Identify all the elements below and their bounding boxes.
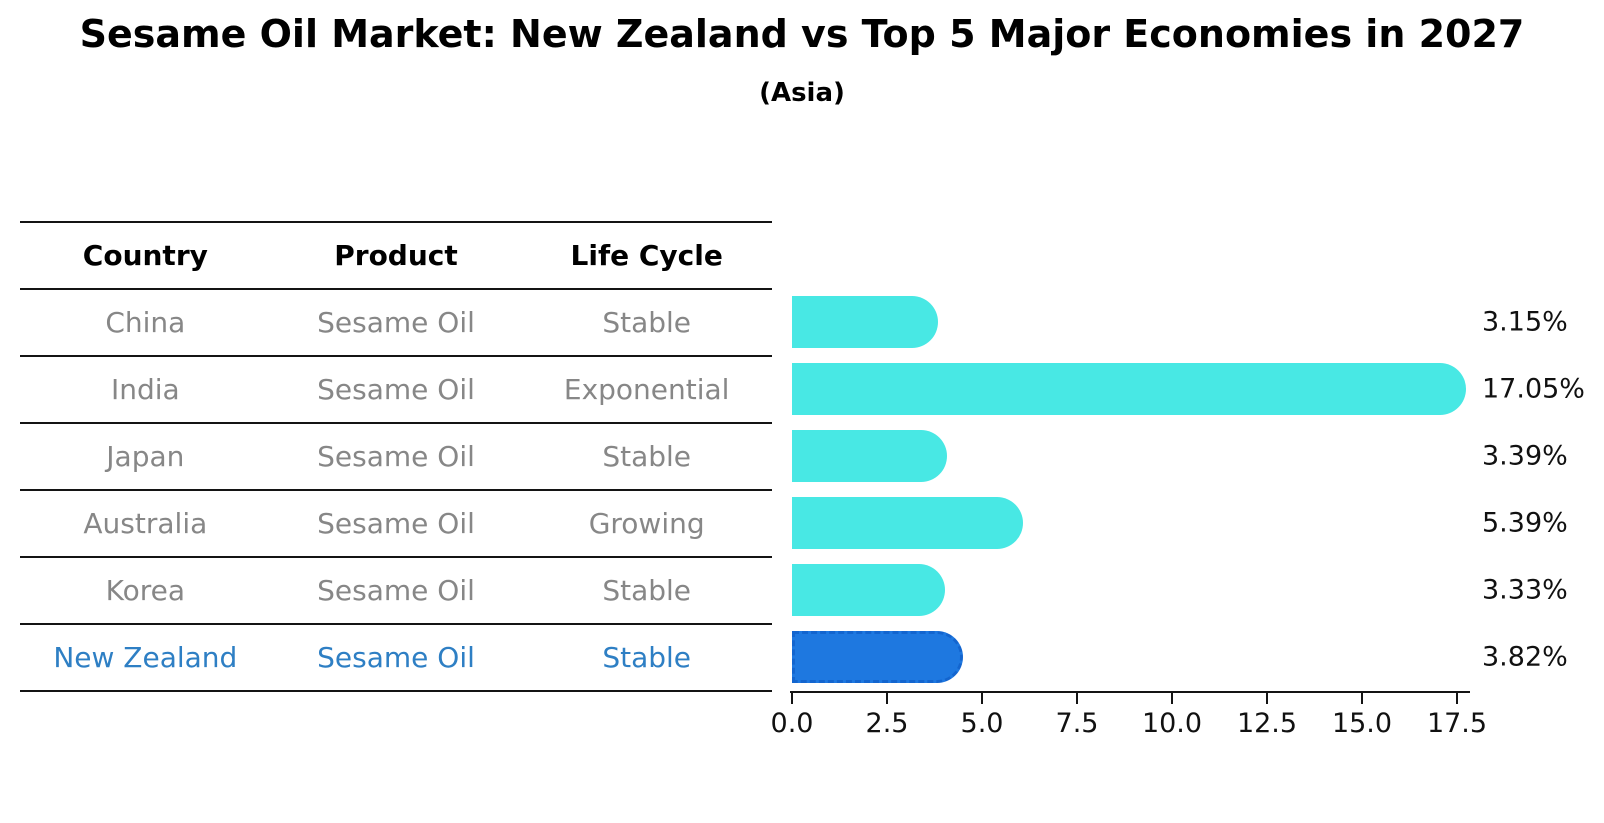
table-header-row: Country Product Life Cycle [20, 223, 772, 290]
x-axis-tick-label: 10.0 [1141, 708, 1203, 739]
bar-india [792, 362, 1466, 415]
x-axis-tick-label: 0.0 [770, 708, 814, 739]
cell-country: Australia [83, 507, 208, 540]
cell-product: Sesame Oil [317, 574, 475, 607]
x-axis-tick-label: 12.5 [1236, 708, 1298, 739]
cell-product: Sesame Oil [317, 440, 475, 473]
table-row: China Sesame Oil Stable [20, 290, 772, 357]
bar-korea [792, 563, 945, 616]
bar-japan [792, 429, 947, 482]
table-row: Korea Sesame Oil Stable [20, 558, 772, 625]
table-row: New Zealand Sesame Oil Stable [20, 625, 772, 692]
bar-value-label: 5.39% [1482, 507, 1568, 538]
chart-subtitle: (Asia) [759, 78, 845, 108]
x-axis-tick [1456, 693, 1458, 704]
cell-country: Japan [106, 440, 185, 473]
bar-value-label: 3.33% [1482, 574, 1568, 605]
x-axis-tick [1076, 693, 1078, 704]
x-axis-tick-label: 7.5 [1055, 708, 1099, 739]
bar-highlight-new-zealand [792, 630, 964, 683]
bar-value-label: 3.39% [1482, 440, 1568, 471]
cell-life-cycle: Stable [602, 440, 692, 473]
x-axis-tick [1361, 693, 1363, 704]
x-axis-tick-label: 2.5 [865, 708, 909, 739]
cell-life-cycle: Exponential [563, 373, 730, 406]
x-axis-line [790, 691, 1470, 693]
column-header-country: Country [82, 239, 208, 272]
x-axis-tick-label: 15.0 [1331, 708, 1393, 739]
bar-australia [792, 496, 1023, 549]
table-row: India Sesame Oil Exponential [20, 357, 772, 424]
cell-country: India [110, 373, 180, 406]
bar-value-label: 17.05% [1482, 373, 1585, 404]
table-row: Japan Sesame Oil Stable [20, 424, 772, 491]
x-axis-tick [981, 693, 983, 704]
column-header-product: Product [334, 239, 458, 272]
cell-life-cycle: Growing [588, 507, 705, 540]
x-axis-tick-label: 17.5 [1426, 708, 1488, 739]
cell-country: Korea [105, 574, 186, 607]
cell-life-cycle: Stable [602, 574, 692, 607]
cell-product: Sesame Oil [317, 641, 475, 674]
table-row: Australia Sesame Oil Growing [20, 491, 772, 558]
x-axis-tick [1171, 693, 1173, 704]
bar-value-label: 3.15% [1482, 306, 1568, 337]
bar-china [792, 295, 938, 348]
cell-life-cycle: Stable [602, 641, 692, 674]
cell-product: Sesame Oil [317, 507, 475, 540]
x-axis-tick [791, 693, 793, 704]
x-axis-tick-label: 5.0 [960, 708, 1004, 739]
cell-product: Sesame Oil [317, 306, 475, 339]
cell-life-cycle: Stable [602, 306, 692, 339]
bar-value-label: 3.82% [1482, 641, 1568, 672]
chart-title: Sesame Oil Market: New Zealand vs Top 5 … [79, 12, 1525, 56]
cell-country: New Zealand [53, 641, 238, 674]
country-table: Country Product Life Cycle China Sesame … [20, 221, 772, 692]
cell-product: Sesame Oil [317, 373, 475, 406]
column-header-life-cycle: Life Cycle [570, 239, 723, 272]
cell-country: China [105, 306, 186, 339]
x-axis-tick [886, 693, 888, 704]
x-axis-tick [1266, 693, 1268, 704]
